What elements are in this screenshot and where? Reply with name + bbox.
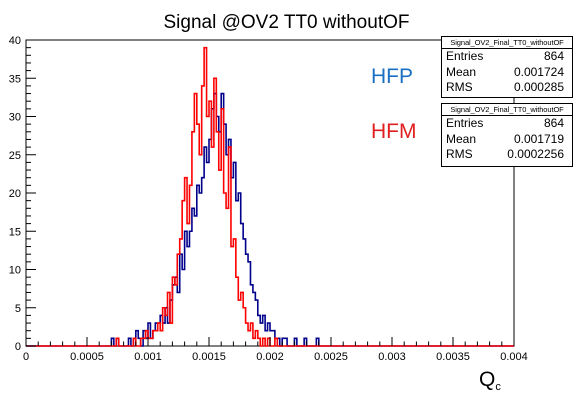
axis-ticks: 0 0.0005 0.001 0.0015 0.002 0.0025 0.003 0.0035… xyxy=(9,35,528,363)
y-tick-label: 35 xyxy=(9,73,21,85)
stats-box-hfp: Signal_OV2_Final_TT0_withoutOF Entries 86… xyxy=(441,36,573,98)
y-tick-label: 20 xyxy=(9,188,21,200)
x-axis-title: Qc xyxy=(479,368,501,393)
stats-label: Entries xyxy=(446,49,484,63)
stats-box-title: Signal_OV2_Final_TT0_withoutOF xyxy=(442,37,572,49)
stats-label: Mean xyxy=(446,64,477,79)
stats-row-mean: Mean 0.001719 xyxy=(442,132,572,148)
y-tick-label: 30 xyxy=(9,112,21,124)
x-tick-label: 0.003 xyxy=(378,351,406,363)
stats-row-rms: RMS 0.0002256 xyxy=(442,147,572,163)
stats-box-title: Signal_OV2_Final_TT0_withoutOF xyxy=(442,104,572,116)
stats-row-entries: Entries 864 xyxy=(442,49,572,65)
y-tick-label: 10 xyxy=(9,265,21,277)
stats-row-rms: RMS 0.000285 xyxy=(442,80,572,96)
y-tick-label: 5 xyxy=(15,303,21,315)
stats-row-entries: Entries 864 xyxy=(442,116,572,132)
x-tick-label: 0.0015 xyxy=(192,351,226,363)
stats-value: 0.000285 xyxy=(513,80,564,94)
stats-value: 864 xyxy=(543,116,564,130)
x-tick-label: 0.0035 xyxy=(436,351,470,363)
x-axis-title-main: Q xyxy=(479,368,496,391)
stats-value: 864 xyxy=(543,49,564,63)
stats-label: RMS xyxy=(446,147,473,161)
x-tick-label: 0.0025 xyxy=(314,351,348,363)
stats-box-hfm: Signal_OV2_Final_TT0_withoutOF Entries 86… xyxy=(441,103,573,167)
x-tick-label: 0 xyxy=(23,351,29,363)
chart-title: Signal @OV2 TT0 withoutOF xyxy=(163,12,410,33)
x-tick-label: 0.0005 xyxy=(70,351,104,363)
x-tick-label: 0.002 xyxy=(256,351,284,363)
y-tick-label: 15 xyxy=(9,226,21,238)
legend-label-hfp: HFP xyxy=(371,65,413,88)
stats-label: Mean xyxy=(446,131,477,146)
x-axis-title-sub: c xyxy=(495,381,501,393)
y-tick-label: 0 xyxy=(15,341,21,353)
x-tick-label: 0.004 xyxy=(500,351,528,363)
y-tick-label: 25 xyxy=(9,150,21,162)
stats-value: 0.0002256 xyxy=(507,147,564,161)
legend-label-hfm: HFM xyxy=(371,120,417,143)
stats-value: 0.001724 xyxy=(513,64,564,79)
y-tick-label: 40 xyxy=(9,35,21,47)
stats-value: 0.001719 xyxy=(513,131,564,146)
stats-label: Entries xyxy=(446,116,484,130)
stats-label: RMS xyxy=(446,80,473,94)
stats-row-mean: Mean 0.001724 xyxy=(442,65,572,81)
x-tick-label: 0.001 xyxy=(134,351,162,363)
